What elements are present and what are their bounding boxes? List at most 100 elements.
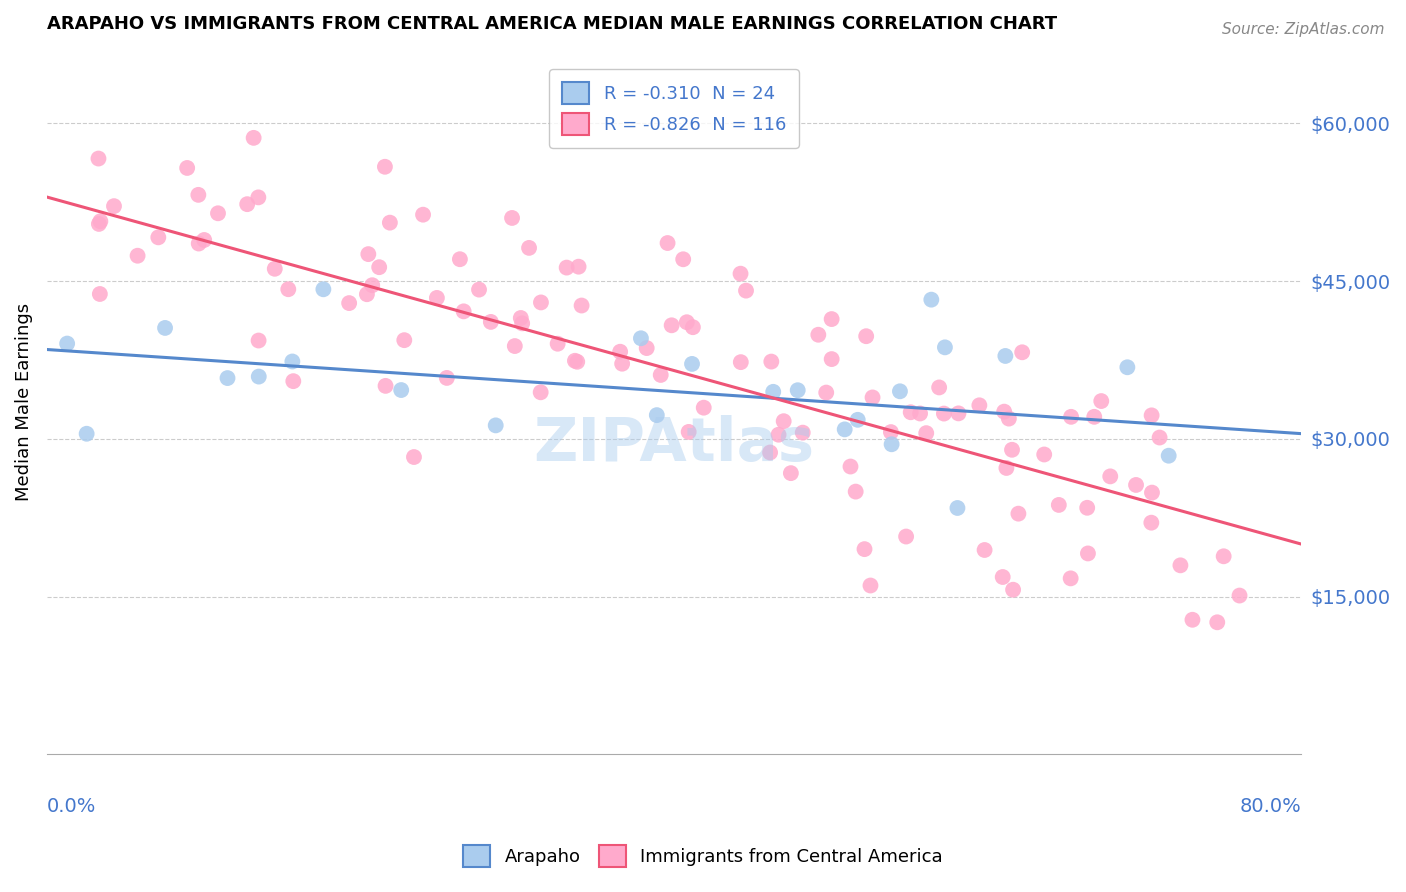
- Point: [510, 317, 533, 331]
- Point: [1125, 478, 1147, 492]
- Point: [998, 411, 1021, 425]
- Point: [650, 368, 672, 382]
- Point: [661, 318, 683, 333]
- Point: [682, 320, 704, 334]
- Point: [815, 385, 838, 400]
- Point: [855, 329, 877, 343]
- Point: [247, 369, 270, 384]
- Legend: R = -0.310  N = 24, R = -0.826  N = 116: R = -0.310 N = 24, R = -0.826 N = 116: [550, 70, 799, 148]
- Point: [503, 339, 526, 353]
- Point: [772, 414, 794, 428]
- Point: [89, 287, 111, 301]
- Point: [571, 299, 593, 313]
- Point: [468, 283, 491, 297]
- Point: [509, 310, 531, 325]
- Point: [678, 425, 700, 439]
- Point: [89, 214, 111, 228]
- Point: [485, 418, 508, 433]
- Text: Source: ZipAtlas.com: Source: ZipAtlas.com: [1222, 22, 1385, 37]
- Point: [761, 354, 783, 368]
- Point: [928, 380, 950, 394]
- Point: [900, 405, 922, 419]
- Point: [1212, 549, 1234, 564]
- Point: [934, 340, 956, 354]
- Point: [1033, 448, 1056, 462]
- Point: [426, 291, 449, 305]
- Text: 0.0%: 0.0%: [46, 797, 96, 815]
- Point: [636, 341, 658, 355]
- Point: [846, 413, 869, 427]
- Point: [436, 371, 458, 385]
- Point: [1140, 485, 1163, 500]
- Point: [946, 500, 969, 515]
- Point: [76, 426, 98, 441]
- Point: [312, 282, 335, 296]
- Point: [853, 542, 876, 557]
- Point: [87, 217, 110, 231]
- Point: [555, 260, 578, 275]
- Point: [993, 404, 1015, 418]
- Point: [564, 353, 586, 368]
- Point: [880, 437, 903, 451]
- Point: [610, 357, 633, 371]
- Point: [193, 233, 215, 247]
- Point: [1140, 409, 1163, 423]
- Point: [1060, 409, 1083, 424]
- Point: [994, 349, 1017, 363]
- Point: [1059, 571, 1081, 585]
- Point: [449, 252, 471, 267]
- Point: [807, 327, 830, 342]
- Point: [1099, 469, 1122, 483]
- Point: [920, 293, 942, 307]
- Point: [247, 190, 270, 204]
- Point: [735, 284, 758, 298]
- Point: [1116, 360, 1139, 375]
- Point: [1076, 500, 1098, 515]
- Text: ZIPAtlas: ZIPAtlas: [533, 415, 814, 474]
- Point: [517, 241, 540, 255]
- Text: ARAPAHO VS IMMIGRANTS FROM CENTRAL AMERICA MEDIAN MALE EARNINGS CORRELATION CHAR: ARAPAHO VS IMMIGRANTS FROM CENTRAL AMERI…: [46, 15, 1057, 33]
- Point: [356, 287, 378, 301]
- Point: [609, 344, 631, 359]
- Point: [1001, 442, 1024, 457]
- Point: [56, 336, 79, 351]
- Point: [786, 383, 808, 397]
- Point: [759, 445, 782, 459]
- Point: [187, 236, 209, 251]
- Point: [1170, 558, 1192, 573]
- Point: [693, 401, 716, 415]
- Point: [402, 450, 425, 464]
- Point: [281, 354, 304, 368]
- Point: [236, 197, 259, 211]
- Point: [681, 357, 703, 371]
- Point: [1077, 546, 1099, 560]
- Point: [1149, 431, 1171, 445]
- Point: [948, 406, 970, 420]
- Point: [1083, 409, 1105, 424]
- Point: [217, 371, 239, 385]
- Point: [357, 247, 380, 261]
- Point: [889, 384, 911, 399]
- Point: [995, 461, 1018, 475]
- Point: [932, 407, 955, 421]
- Point: [845, 484, 868, 499]
- Point: [501, 211, 523, 225]
- Point: [277, 282, 299, 296]
- Point: [479, 315, 502, 329]
- Point: [1157, 449, 1180, 463]
- Point: [1090, 394, 1112, 409]
- Point: [378, 216, 401, 230]
- Point: [762, 384, 785, 399]
- Point: [547, 336, 569, 351]
- Point: [645, 408, 668, 422]
- Point: [780, 466, 803, 480]
- Point: [834, 422, 856, 436]
- Point: [859, 578, 882, 592]
- Point: [368, 260, 391, 275]
- Point: [283, 374, 305, 388]
- Point: [821, 352, 844, 367]
- Point: [672, 252, 695, 267]
- Point: [412, 208, 434, 222]
- Point: [908, 407, 931, 421]
- Point: [207, 206, 229, 220]
